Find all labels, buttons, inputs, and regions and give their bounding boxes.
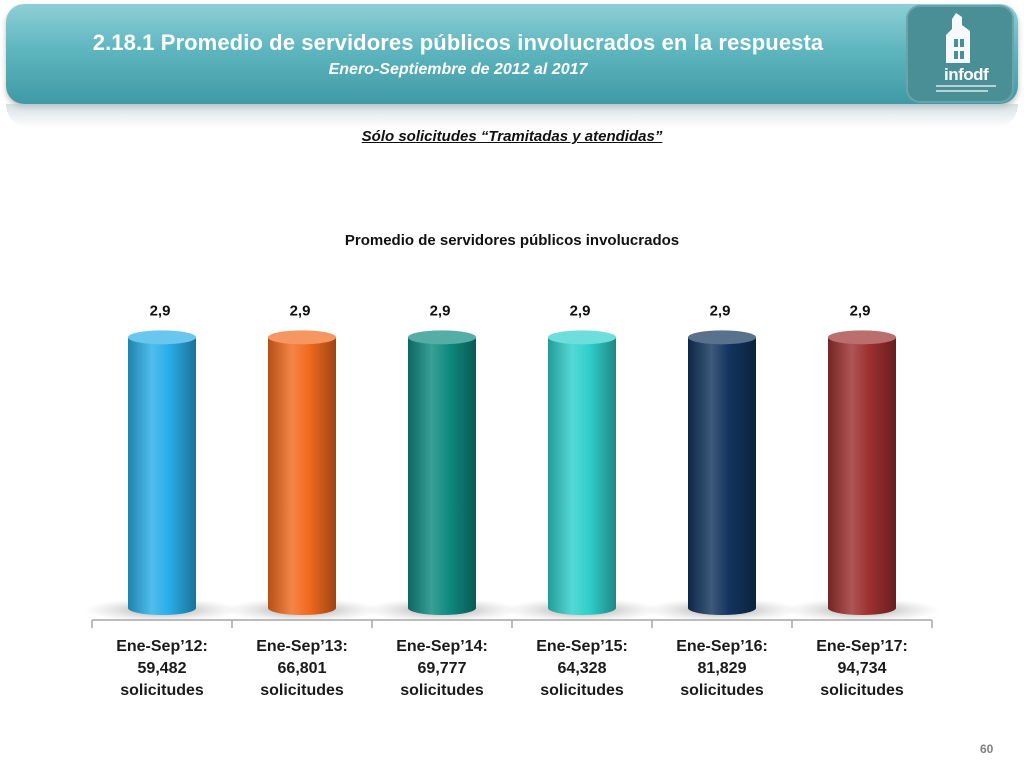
category-label: Ene-Sep’14: 69,777 solicitudes: [372, 636, 512, 702]
data-label: 2,9: [430, 302, 451, 319]
category-label-line: 64,328: [557, 660, 607, 677]
bar-cap: [408, 330, 476, 345]
category-label-line: Ene-Sep’16:: [676, 638, 768, 655]
filter-note: Sólo solicitudes “Tramitadas y atendidas…: [361, 128, 663, 145]
category-label-line: Ene-Sep’14:: [396, 638, 488, 655]
category-label-line: Ene-Sep’15:: [536, 638, 628, 655]
category-label-line: 69,777: [417, 660, 467, 677]
bar-5: [688, 337, 756, 615]
bar-3: [408, 337, 476, 615]
category-label-line: solicitudes: [540, 682, 624, 699]
category-label-line: 94,734: [837, 660, 887, 677]
page-number: 60: [980, 742, 994, 756]
bar-cap: [268, 330, 336, 345]
bar-2: [268, 337, 336, 615]
data-label: 2,9: [850, 302, 871, 319]
bar-cap: [128, 330, 196, 345]
category-label-line: solicitudes: [260, 682, 344, 699]
category-label: Ene-Sep’15: 64,328 solicitudes: [512, 636, 652, 702]
category-label-line: 59,482: [137, 660, 187, 677]
building-icon: [936, 13, 996, 92]
data-label: 2,9: [290, 302, 311, 319]
category-label: Ene-Sep’13: 66,801 solicitudes: [232, 636, 372, 702]
page-title: 2.18.1 Promedio de servidores públicos i…: [92, 30, 824, 55]
chart-title: Promedio de servidores públicos involucr…: [344, 232, 680, 249]
bar-cap: [828, 330, 896, 345]
category-label-line: solicitudes: [120, 682, 204, 699]
category-label: Ene-Sep’12: 59,482 solicitudes: [92, 636, 232, 702]
category-label-line: solicitudes: [680, 682, 764, 699]
category-label-line: 66,801: [277, 660, 327, 677]
bar-1: [128, 337, 196, 615]
header-shadow: [6, 104, 1018, 128]
infodf-logo: infodf: [906, 5, 1014, 103]
category-label: Ene-Sep’16: 81,829 solicitudes: [652, 636, 792, 702]
category-label-line: Ene-Sep’13:: [256, 638, 348, 655]
category-label-line: solicitudes: [820, 682, 904, 699]
data-label: 2,9: [710, 302, 731, 319]
category-label-line: solicitudes: [400, 682, 484, 699]
page-subtitle: Enero-Septiembre de 2012 al 2017: [328, 61, 588, 78]
category-label: Ene-Sep’17: 94,734 solicitudes: [792, 636, 932, 702]
bar-6: [828, 337, 896, 615]
logo-wordmark: infodf: [944, 65, 989, 84]
bar-chart: 2,9 2,9 2,9 2,9 2,9 2,9: [84, 302, 940, 628]
bar-4: [548, 337, 616, 615]
bar-cap: [688, 330, 756, 345]
data-label: 2,9: [150, 302, 171, 319]
header-banner: [6, 4, 1018, 104]
data-label: 2,9: [570, 302, 591, 319]
category-label-line: 81,829: [697, 660, 747, 677]
category-label-line: Ene-Sep’12:: [116, 638, 208, 655]
category-label-line: Ene-Sep’17:: [816, 638, 908, 655]
bar-cap: [548, 330, 616, 345]
